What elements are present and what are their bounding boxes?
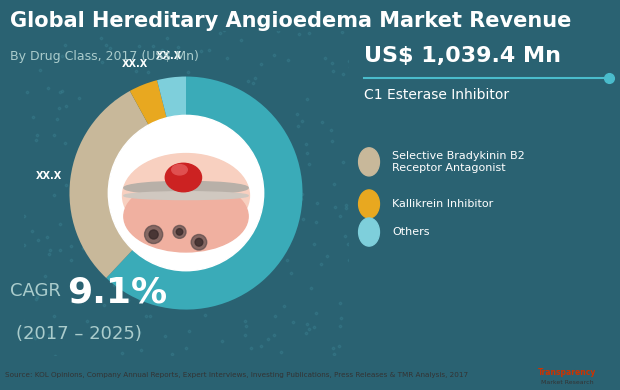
Text: CAGR: CAGR bbox=[11, 282, 61, 300]
Wedge shape bbox=[106, 76, 303, 310]
Circle shape bbox=[108, 115, 264, 271]
Text: C1 Esterase Inhibitor: C1 Esterase Inhibitor bbox=[364, 88, 509, 102]
Circle shape bbox=[173, 225, 186, 238]
Circle shape bbox=[195, 238, 203, 246]
Wedge shape bbox=[130, 80, 167, 125]
Ellipse shape bbox=[166, 163, 202, 192]
Circle shape bbox=[144, 225, 162, 243]
Ellipse shape bbox=[124, 181, 248, 252]
Wedge shape bbox=[69, 91, 149, 278]
Ellipse shape bbox=[123, 154, 249, 238]
Text: Source: KOL Opinions, Company Annual Reports, Expert Interviews, Investing Publi: Source: KOL Opinions, Company Annual Rep… bbox=[5, 372, 468, 378]
Ellipse shape bbox=[124, 192, 248, 200]
Text: US$ 1,039.4 Mn: US$ 1,039.4 Mn bbox=[364, 46, 561, 66]
Circle shape bbox=[358, 190, 379, 218]
Text: Global Hereditary Angioedema Market Revenue: Global Hereditary Angioedema Market Reve… bbox=[10, 11, 571, 30]
Text: (2017 – 2025): (2017 – 2025) bbox=[17, 325, 143, 343]
Text: Kallikrein Inhibitor: Kallikrein Inhibitor bbox=[392, 199, 494, 209]
Text: Transparency: Transparency bbox=[538, 368, 596, 377]
Wedge shape bbox=[157, 76, 186, 118]
Text: XX.X: XX.X bbox=[35, 171, 61, 181]
Text: 9.1%: 9.1% bbox=[68, 276, 167, 310]
Ellipse shape bbox=[172, 165, 187, 175]
Text: XX.X: XX.X bbox=[156, 51, 182, 60]
Text: Others: Others bbox=[392, 227, 430, 237]
Circle shape bbox=[358, 218, 379, 246]
Circle shape bbox=[191, 234, 206, 250]
Circle shape bbox=[358, 148, 379, 176]
Text: XX.X: XX.X bbox=[122, 59, 148, 69]
Ellipse shape bbox=[124, 181, 248, 194]
Circle shape bbox=[176, 229, 183, 235]
Text: Selective Bradykinin B2
Receptor Antagonist: Selective Bradykinin B2 Receptor Antagon… bbox=[392, 151, 525, 173]
Text: By Drug Class, 2017 (US$ Mn): By Drug Class, 2017 (US$ Mn) bbox=[10, 50, 199, 63]
Circle shape bbox=[149, 230, 158, 239]
Text: Market Research: Market Research bbox=[541, 380, 593, 385]
Ellipse shape bbox=[122, 129, 250, 230]
